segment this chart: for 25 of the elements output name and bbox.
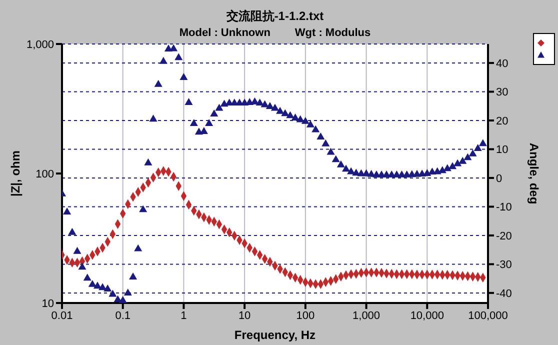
- y2-tick-label: 20: [496, 115, 508, 128]
- x-tick-label: 0.1: [115, 310, 131, 322]
- y-tick-label: 1,000: [26, 38, 54, 51]
- chart-subtitle: Model : Unknown Wgt : Modulus: [179, 27, 371, 39]
- y2-tick-label: -10: [496, 202, 512, 214]
- y2-axis-title: Angle, deg: [526, 142, 541, 204]
- x-tick-label: 1: [180, 310, 187, 322]
- y2-tick-label: -30: [496, 259, 512, 272]
- y2-tick-label: 30: [496, 86, 508, 99]
- x-axis-title: Frequency, Hz: [234, 328, 316, 342]
- y2-tick-label: 40: [496, 58, 508, 70]
- y2-tick-label: 10: [496, 144, 508, 156]
- x-tick-label: 0.01: [51, 310, 73, 322]
- y-tick-label: 10: [42, 298, 54, 310]
- x-tick-label: 100: [296, 310, 315, 322]
- y-axis-title: |Z|, ohm: [8, 150, 22, 197]
- y2-tick-label: 0: [496, 172, 502, 185]
- x-tick-label: 100,000: [468, 310, 508, 322]
- x-tick-label: 10,000: [410, 310, 444, 322]
- y2-tick-label: -40: [496, 288, 512, 300]
- x-tick-label: 10: [238, 310, 251, 322]
- y-tick-label: 100: [36, 168, 54, 180]
- chart-title: 交流阻抗-1-1.2.txt: [225, 9, 324, 23]
- x-tick-label: 1,000: [352, 310, 380, 322]
- y2-tick-label: -20: [496, 230, 512, 242]
